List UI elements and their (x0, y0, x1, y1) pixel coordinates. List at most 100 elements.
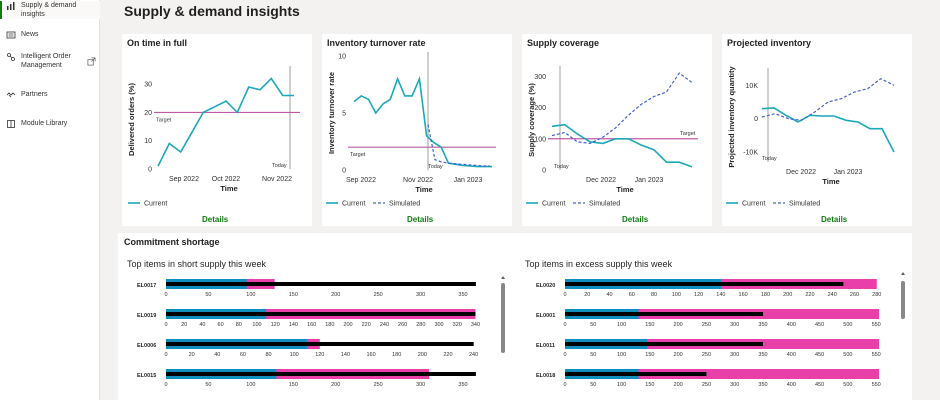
sidebar-item-module-library[interactable]: Module Library (0, 119, 100, 129)
sidebar-item-news[interactable]: News (0, 30, 100, 40)
bar-tick-label: 350 (458, 382, 467, 388)
y-axis-title: Supply coverage (%) (527, 83, 536, 157)
bar-tick-label: 60 (218, 322, 224, 328)
black-bar (166, 312, 476, 316)
y-tick-label: 10 (338, 54, 346, 61)
bar-tick-label: 250 (374, 382, 383, 388)
bar-tick-label: 140 (289, 322, 298, 328)
details-link[interactable]: Details (202, 215, 229, 224)
bar-tick-label: 40 (214, 352, 220, 358)
bar-tick-label: 260 (850, 292, 859, 298)
bar-tick-label: 180 (325, 322, 334, 328)
bar-tick-label: 150 (289, 382, 298, 388)
bar-tick-label: 0 (563, 352, 566, 358)
details-link[interactable]: Details (407, 215, 434, 224)
short-supply-scrollbar[interactable] (500, 275, 506, 400)
details-link[interactable]: Details (622, 215, 649, 224)
bar-tick-label: 200 (331, 382, 340, 388)
card-title: On time in full (127, 38, 187, 48)
bar-tick-label: 550 (872, 382, 881, 388)
bar-tick-label: 500 (843, 322, 852, 328)
short-supply-title: Top items in short supply this week (127, 259, 267, 269)
black-bar (166, 372, 476, 376)
bar-tick-label: 250 (702, 382, 711, 388)
bar-tick-label: 550 (872, 322, 881, 328)
bar-tick-label: 50 (590, 382, 596, 388)
external-link-icon[interactable] (87, 57, 96, 66)
sidebar-item-partners[interactable]: Partners (0, 90, 100, 100)
card-on-time-in-full: 0 10 20 30 Delivered orders (%) Sep 2022 Oct 2… (122, 34, 312, 226)
legend-current-label: Current (342, 201, 365, 208)
card-title: Supply coverage (527, 38, 600, 48)
library-icon (6, 119, 16, 129)
card-title: Inventory turnover rate (327, 38, 426, 48)
bar-tick-label: 100 (252, 322, 261, 328)
scroll-up-icon (901, 272, 905, 275)
x-tick-label: Sep 2022 (346, 177, 376, 184)
bar-tick-label: 200 (674, 382, 683, 388)
y-tick-label: 200 (534, 105, 546, 112)
line-chart: 0 10 20 30 Delivered orders (%) Sep 2022 Oct 2… (127, 66, 300, 208)
x-axis-title: Time (822, 177, 839, 186)
bar-tick-label: 150 (289, 292, 298, 298)
bar-tick-label: 80 (651, 292, 657, 298)
bar-tick-label: 0 (164, 382, 167, 388)
sidebar-item-intelligent-order-management[interactable]: Intelligent Order Management (0, 52, 100, 70)
line-chart: 10K 0 -10K Projected inventory quantity Dec … (726, 66, 895, 208)
section-title: Commitment shortage (124, 237, 220, 247)
bar-tick-label: 20 (584, 292, 590, 298)
simulated-series-line (551, 72, 693, 145)
bar-tick-label: 200 (331, 292, 340, 298)
current-series-line (353, 75, 492, 168)
target-label: Target (156, 117, 172, 123)
legend-current-label: Current (542, 201, 565, 208)
bar-tick-label: 80 (236, 322, 242, 328)
bar-tick-label: 500 (843, 352, 852, 358)
y-tick-label: 5 (342, 111, 346, 118)
bar-tick-label: 200 (674, 322, 683, 328)
bar-tick-label: 550 (872, 352, 881, 358)
bar-chart-icon (6, 1, 16, 11)
y-tick-label: 0 (542, 168, 546, 175)
today-label: Today (428, 164, 443, 170)
scroll-thumb[interactable] (901, 281, 905, 319)
black-bar (565, 282, 844, 286)
item-label: EL0018 (536, 373, 555, 379)
main-content: Supply & demand insights 0 10 20 30 Delivere… (100, 0, 940, 400)
legend-simulated-label: Simulated (589, 201, 620, 208)
item-label: EL0006 (137, 343, 156, 349)
bar-tick-label: 320 (453, 322, 462, 328)
bar-tick-label: 400 (787, 352, 796, 358)
bar-tick-label: 50 (590, 352, 596, 358)
bar-tick-label: 180 (761, 292, 770, 298)
y-axis-title: Projected inventory quantity (727, 66, 736, 168)
bar-tick-label: 120 (271, 322, 280, 328)
scroll-thumb[interactable] (501, 283, 505, 353)
bar-tick-label: 350 (758, 352, 767, 358)
x-axis-title: Time (220, 184, 237, 193)
current-series-line (157, 77, 294, 167)
bar-tick-label: 280 (416, 322, 425, 328)
black-bar (565, 342, 764, 346)
bar-tick-label: 220 (443, 352, 452, 358)
card-inventory-turnover: 0 5 10 Inventory turnover rate Sep 2022 Nov 2… (322, 34, 512, 226)
item-label: EL0001 (536, 313, 555, 319)
bar-tick-label: 250 (702, 322, 711, 328)
bar-tick-label: 100 (617, 382, 626, 388)
x-tick-label: Nov 2022 (262, 176, 292, 183)
sidebar-item-supply-demand-insights[interactable]: Supply & demand insights (0, 1, 100, 19)
bar-tick-label: 140 (716, 292, 725, 298)
y-tick-label: 300 (534, 74, 546, 81)
y-axis-title: Delivered orders (%) (127, 83, 136, 156)
sidebar-item-label: News (21, 31, 39, 38)
x-tick-label: Jan 2023 (454, 177, 483, 184)
details-link[interactable]: Details (821, 215, 848, 224)
y-tick-label: 10K (746, 83, 759, 90)
bar-tick-label: 150 (645, 322, 654, 328)
bar-tick-label: 80 (265, 352, 271, 358)
bar-tick-label: 50 (590, 322, 596, 328)
y-tick-label: 0 (754, 116, 758, 123)
excess-supply-scrollbar[interactable] (900, 271, 906, 400)
current-series-line (551, 123, 693, 168)
